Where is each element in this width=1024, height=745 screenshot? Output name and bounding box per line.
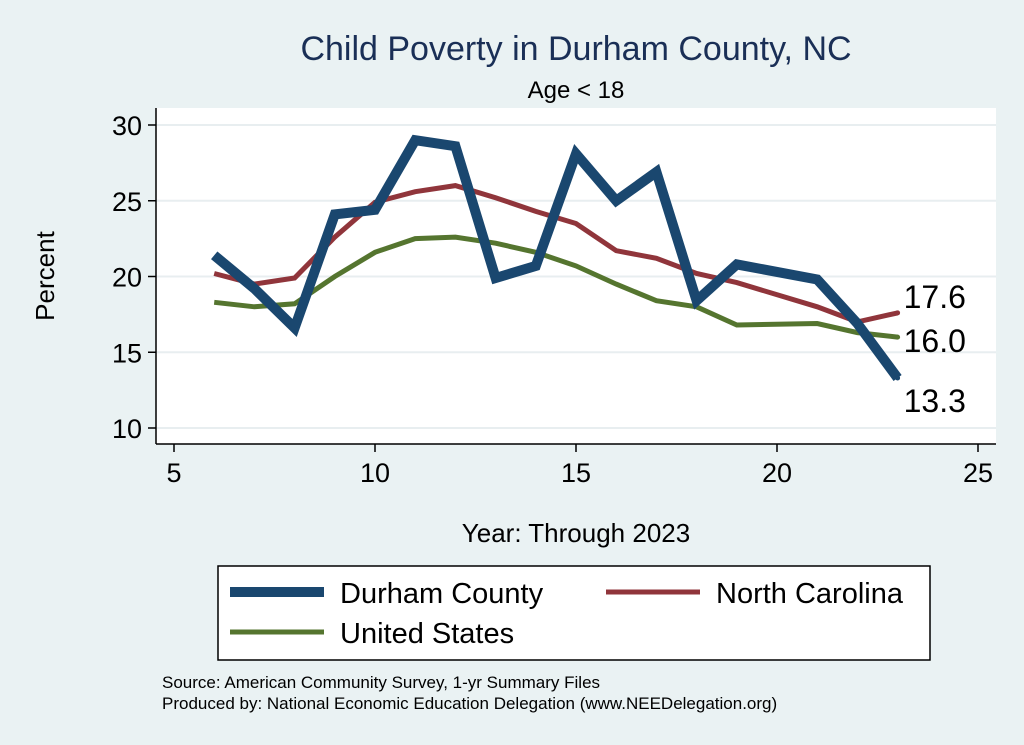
y-tick-label: 15 xyxy=(112,338,142,368)
y-tick-label: 30 xyxy=(112,111,142,141)
gridlines xyxy=(156,124,996,429)
x-axis-label: Year: Through 2023 xyxy=(462,518,690,548)
series-line-durham-county xyxy=(211,134,902,381)
series-lines xyxy=(211,134,902,381)
x-tick-label: 10 xyxy=(360,458,390,488)
legend: Durham County North Carolina United States xyxy=(217,565,931,661)
x-tick-label: 15 xyxy=(561,458,591,488)
series-endpoint xyxy=(895,310,901,316)
end-label-durham-county: 13.3 xyxy=(904,383,966,419)
chart-title: Child Poverty in Durham County, NC xyxy=(300,30,851,68)
series-endpoint xyxy=(895,334,901,340)
x-tick-label: 20 xyxy=(762,458,792,488)
end-labels: 13.3 17.6 16.0 xyxy=(904,279,966,419)
end-label-united-states: 16.0 xyxy=(904,323,966,359)
axes: 10 15 20 25 30 5 10 15 20 25 xyxy=(112,108,996,488)
y-axis-label: Percent xyxy=(30,230,60,320)
end-label-north-carolina: 17.6 xyxy=(904,279,966,315)
x-tick-label: 5 xyxy=(166,458,181,488)
y-tick-label: 10 xyxy=(112,414,142,444)
series-endpoint xyxy=(895,375,901,381)
legend-box xyxy=(217,565,931,661)
y-tick-label: 20 xyxy=(112,263,142,293)
legend-label-united-states: United States xyxy=(340,618,514,650)
legend-label-north-carolina: North Carolina xyxy=(716,578,904,610)
legend-label-durham-county: Durham County xyxy=(340,578,544,610)
y-tick-label: 25 xyxy=(112,187,142,217)
x-tick-label: 25 xyxy=(963,458,993,488)
produced-by-line: Produced by: National Economic Education… xyxy=(162,694,777,713)
chart-subtitle: Age < 18 xyxy=(528,77,625,104)
source-line: Source: American Community Survey, 1-yr … xyxy=(162,673,600,692)
